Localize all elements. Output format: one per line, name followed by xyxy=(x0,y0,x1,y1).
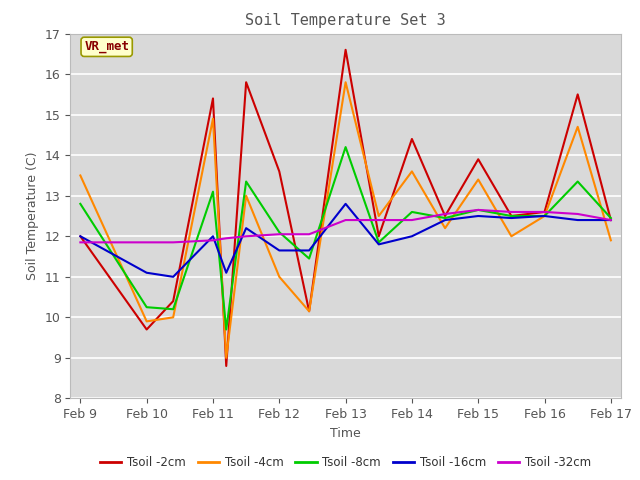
Tsoil -4cm xyxy=(375,213,383,219)
Tsoil -4cm xyxy=(574,124,582,130)
Tsoil -8cm xyxy=(508,213,515,219)
Tsoil -4cm xyxy=(243,193,250,199)
Tsoil -4cm xyxy=(441,225,449,231)
Tsoil -4cm xyxy=(77,173,84,179)
X-axis label: Time: Time xyxy=(330,427,361,440)
Tsoil -8cm xyxy=(375,240,383,245)
Tsoil -32cm xyxy=(342,217,349,223)
Tsoil -32cm xyxy=(474,207,482,213)
Tsoil -4cm xyxy=(474,177,482,182)
Tsoil -32cm xyxy=(243,233,250,239)
Title: Soil Temperature Set 3: Soil Temperature Set 3 xyxy=(245,13,446,28)
Tsoil -2cm xyxy=(342,47,349,53)
Tsoil -2cm xyxy=(209,96,217,101)
Tsoil -4cm xyxy=(222,355,230,361)
Tsoil -8cm xyxy=(305,256,313,262)
Tsoil -2cm xyxy=(305,308,313,314)
Tsoil -2cm xyxy=(474,156,482,162)
Line: Tsoil -4cm: Tsoil -4cm xyxy=(81,82,611,358)
Tsoil -2cm xyxy=(143,326,150,332)
Tsoil -8cm xyxy=(607,215,614,221)
Tsoil -32cm xyxy=(574,211,582,217)
Line: Tsoil -16cm: Tsoil -16cm xyxy=(81,204,611,277)
Tsoil -16cm xyxy=(408,233,416,239)
Tsoil -16cm xyxy=(574,217,582,223)
Tsoil -4cm xyxy=(170,314,177,320)
Tsoil -32cm xyxy=(508,209,515,215)
Tsoil -8cm xyxy=(474,207,482,213)
Tsoil -2cm xyxy=(508,213,515,219)
Tsoil -16cm xyxy=(209,233,217,239)
Tsoil -16cm xyxy=(222,270,230,276)
Tsoil -32cm xyxy=(222,235,230,241)
Tsoil -32cm xyxy=(143,240,150,245)
Tsoil -16cm xyxy=(508,215,515,221)
Tsoil -8cm xyxy=(342,144,349,150)
Line: Tsoil -2cm: Tsoil -2cm xyxy=(81,50,611,366)
Legend: Tsoil -2cm, Tsoil -4cm, Tsoil -8cm, Tsoil -16cm, Tsoil -32cm: Tsoil -2cm, Tsoil -4cm, Tsoil -8cm, Tsoi… xyxy=(95,452,596,474)
Tsoil -2cm xyxy=(441,213,449,219)
Tsoil -4cm xyxy=(541,213,548,219)
Tsoil -32cm xyxy=(375,217,383,223)
Tsoil -4cm xyxy=(342,79,349,85)
Tsoil -2cm xyxy=(275,168,283,174)
Tsoil -16cm xyxy=(243,225,250,231)
Tsoil -8cm xyxy=(170,306,177,312)
Tsoil -8cm xyxy=(77,201,84,207)
Tsoil -16cm xyxy=(474,213,482,219)
Tsoil -2cm xyxy=(222,363,230,369)
Tsoil -8cm xyxy=(541,213,548,219)
Tsoil -4cm xyxy=(607,238,614,243)
Tsoil -16cm xyxy=(77,233,84,239)
Tsoil -16cm xyxy=(275,248,283,253)
Tsoil -8cm xyxy=(574,179,582,184)
Line: Tsoil -8cm: Tsoil -8cm xyxy=(81,147,611,329)
Tsoil -2cm xyxy=(541,209,548,215)
Tsoil -16cm xyxy=(541,213,548,219)
Tsoil -2cm xyxy=(243,79,250,85)
Tsoil -8cm xyxy=(441,215,449,221)
Tsoil -2cm xyxy=(170,298,177,304)
Tsoil -32cm xyxy=(607,217,614,223)
Tsoil -2cm xyxy=(607,217,614,223)
Tsoil -4cm xyxy=(209,116,217,121)
Tsoil -16cm xyxy=(342,201,349,207)
Y-axis label: Soil Temperature (C): Soil Temperature (C) xyxy=(26,152,39,280)
Tsoil -32cm xyxy=(408,217,416,223)
Tsoil -4cm xyxy=(305,308,313,314)
Tsoil -4cm xyxy=(275,274,283,280)
Tsoil -8cm xyxy=(143,304,150,310)
Tsoil -16cm xyxy=(441,217,449,223)
Tsoil -4cm xyxy=(408,168,416,174)
Tsoil -32cm xyxy=(541,209,548,215)
Tsoil -2cm xyxy=(77,233,84,239)
Tsoil -8cm xyxy=(275,229,283,235)
Tsoil -4cm xyxy=(143,319,150,324)
Tsoil -32cm xyxy=(305,231,313,237)
Tsoil -4cm xyxy=(508,233,515,239)
Tsoil -16cm xyxy=(170,274,177,280)
Tsoil -32cm xyxy=(170,240,177,245)
Tsoil -8cm xyxy=(209,189,217,194)
Tsoil -16cm xyxy=(305,248,313,253)
Tsoil -32cm xyxy=(77,240,84,245)
Tsoil -8cm xyxy=(408,209,416,215)
Tsoil -32cm xyxy=(275,231,283,237)
Tsoil -32cm xyxy=(441,211,449,217)
Tsoil -16cm xyxy=(375,241,383,247)
Tsoil -2cm xyxy=(408,136,416,142)
Tsoil -2cm xyxy=(574,92,582,97)
Tsoil -16cm xyxy=(143,270,150,276)
Tsoil -8cm xyxy=(243,179,250,184)
Tsoil -16cm xyxy=(607,217,614,223)
Tsoil -8cm xyxy=(222,326,230,332)
Tsoil -32cm xyxy=(209,238,217,243)
Text: VR_met: VR_met xyxy=(84,40,129,53)
Line: Tsoil -32cm: Tsoil -32cm xyxy=(81,210,611,242)
Tsoil -2cm xyxy=(375,233,383,239)
